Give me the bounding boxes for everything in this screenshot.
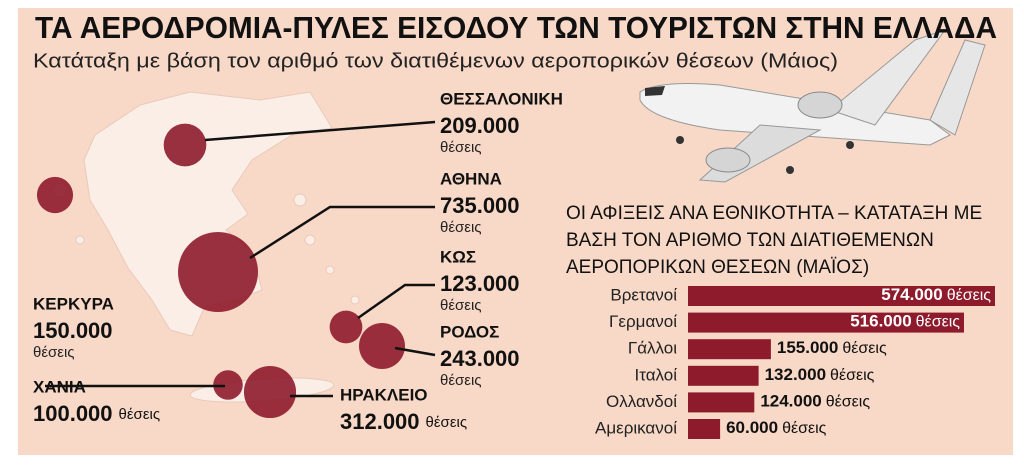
unit: θέσεις bbox=[842, 340, 887, 357]
bubble bbox=[163, 123, 207, 167]
value-label: 516.000 bbox=[850, 312, 911, 331]
bar-chart-title: ΟΙ ΑΦΙΞΕΙΣ ΑΝΑ ΕΘΝΙΚΟΤΗΤΑ – ΚΑΤΑΤΑΞΗ ΜΕ … bbox=[566, 203, 983, 278]
value-label: 312.000 bbox=[340, 409, 420, 434]
city-value: 209.000 bbox=[440, 113, 520, 138]
value-label: 123.000 bbox=[440, 271, 520, 296]
unit: θέσεις bbox=[119, 406, 161, 423]
city-value: 735.000 bbox=[440, 193, 520, 218]
value-text: 516.000 θέσεις bbox=[850, 312, 960, 331]
bar bbox=[688, 365, 759, 386]
value-label: 243.000 bbox=[440, 346, 520, 371]
bubble bbox=[178, 232, 258, 312]
category-label: Γάλλοι bbox=[628, 339, 677, 358]
bar bbox=[688, 286, 995, 306]
value-label: 209.000 bbox=[440, 113, 520, 138]
city-name: ΧΑΝΙΑ bbox=[33, 377, 86, 396]
value-text: 60.000 θέσεις bbox=[726, 418, 827, 437]
leader-line bbox=[394, 346, 436, 357]
bar bbox=[688, 312, 964, 333]
airplane bbox=[639, 29, 986, 183]
leader-line bbox=[249, 205, 435, 260]
city-name: ΚΩΣ bbox=[440, 247, 476, 266]
value-label: 155.000 bbox=[777, 339, 838, 358]
unit: θέσεις bbox=[826, 394, 871, 411]
value-text: 132.000 θέσεις bbox=[765, 365, 875, 384]
category-label: Αμερικανοί bbox=[595, 418, 677, 437]
value-label: 150.000 bbox=[33, 318, 113, 343]
value-label: 132.000 bbox=[765, 365, 826, 384]
subtitle: Κατάταξη με βάση τον αριθμό των διατιθέμ… bbox=[33, 50, 838, 72]
title: ΤΑ ΑΕΡΟΔΡΟΜΙΑ-ΠΥΛΕΣ ΕΙΣΟΔΟΥ ΤΩΝ ΤΟΥΡΙΣΤΩ… bbox=[35, 10, 997, 45]
unit: θέσεις bbox=[426, 414, 468, 431]
city-value: 100.000 θέσεις bbox=[33, 401, 160, 426]
value-label: 100.000 bbox=[33, 401, 113, 426]
category-label: Βρετανοί bbox=[610, 285, 677, 304]
unit: θέσεις bbox=[782, 420, 827, 437]
bubble bbox=[243, 365, 297, 419]
unit: θέσεις bbox=[440, 219, 482, 236]
bubble bbox=[359, 323, 405, 369]
bubble bbox=[213, 370, 243, 400]
city-name: ΑΘΗΝΑ bbox=[440, 169, 502, 188]
city-name: ΚΕΡΚΥΡΑ bbox=[33, 294, 114, 313]
bubble bbox=[329, 310, 363, 344]
bar bbox=[688, 419, 721, 439]
category-label: Ολλανδοί bbox=[606, 392, 677, 411]
leader-line bbox=[357, 283, 435, 320]
bar bbox=[688, 392, 755, 413]
category-label: Γερμανοί bbox=[609, 312, 677, 331]
city-name: ΘΕΣΣΑΛΟΝΙΚΗ bbox=[440, 89, 563, 108]
unit: θέσεις bbox=[916, 314, 961, 331]
value-text: 574.000 θέσεις bbox=[881, 285, 991, 304]
value-label: 574.000 bbox=[881, 285, 942, 304]
unit: θέσεις bbox=[947, 287, 992, 304]
bubble bbox=[36, 176, 74, 214]
unit: θέσεις bbox=[33, 344, 75, 361]
value-label: 124.000 bbox=[760, 392, 821, 411]
unit: θέσεις bbox=[830, 367, 875, 384]
city-value: 312.000 θέσεις bbox=[340, 409, 467, 434]
unit: θέσεις bbox=[440, 297, 482, 314]
leader-line bbox=[204, 120, 436, 142]
unit: θέσεις bbox=[440, 372, 482, 389]
bar bbox=[688, 339, 771, 360]
category-label: Ιταλοί bbox=[635, 365, 678, 384]
city-value: 123.000 bbox=[440, 271, 520, 296]
city-value: 150.000 bbox=[33, 318, 113, 343]
value-label: 60.000 bbox=[726, 418, 778, 437]
city-name: ΡΟΔΟΣ bbox=[440, 322, 499, 341]
unit: θέσεις bbox=[440, 139, 482, 156]
city-value: 243.000 bbox=[440, 346, 520, 371]
value-text: 124.000 θέσεις bbox=[760, 392, 870, 411]
value-text: 155.000 θέσεις bbox=[777, 339, 887, 358]
value-label: 735.000 bbox=[440, 193, 520, 218]
city-name: ΗΡΑΚΛΕΙΟ bbox=[340, 385, 428, 404]
